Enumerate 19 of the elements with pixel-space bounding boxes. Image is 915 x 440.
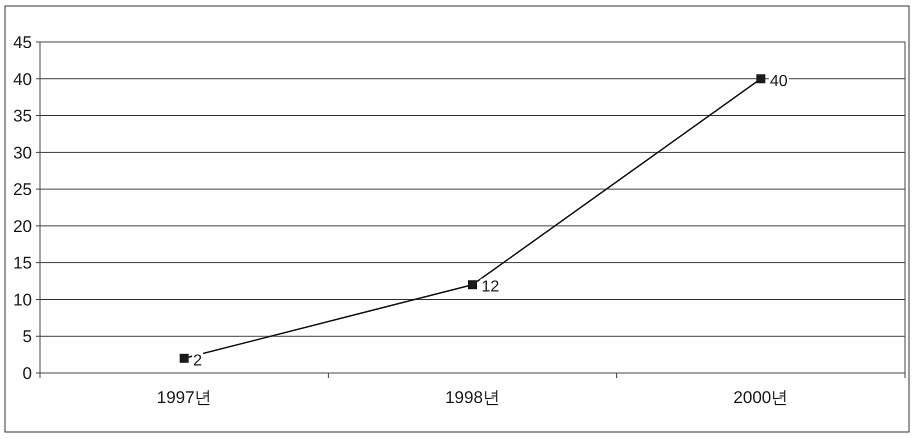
data-label: 2 (193, 352, 202, 370)
y-tick-label: 25 (13, 180, 32, 200)
y-tick-label: 10 (13, 290, 32, 310)
x-tick-label: 1997년 (156, 388, 212, 407)
x-tick-label: 2000년 (733, 388, 788, 407)
y-tick-label: 40 (13, 70, 32, 89)
point (756, 74, 766, 84)
y-tick-label: 0 (22, 364, 32, 383)
data-label: 12 (482, 278, 500, 296)
point (180, 354, 189, 363)
x-tick-label: 1998년 (445, 388, 500, 407)
y-tick-label: 20 (13, 216, 32, 236)
y-tick-label: 45 (13, 33, 32, 52)
data-label: 40 (770, 72, 788, 90)
y-tick-label: 30 (13, 143, 32, 162)
point (468, 280, 477, 290)
y-tick-label: 5 (22, 327, 32, 346)
y-tick-label: 15 (13, 254, 32, 273)
y-tick-label: 35 (13, 106, 32, 126)
